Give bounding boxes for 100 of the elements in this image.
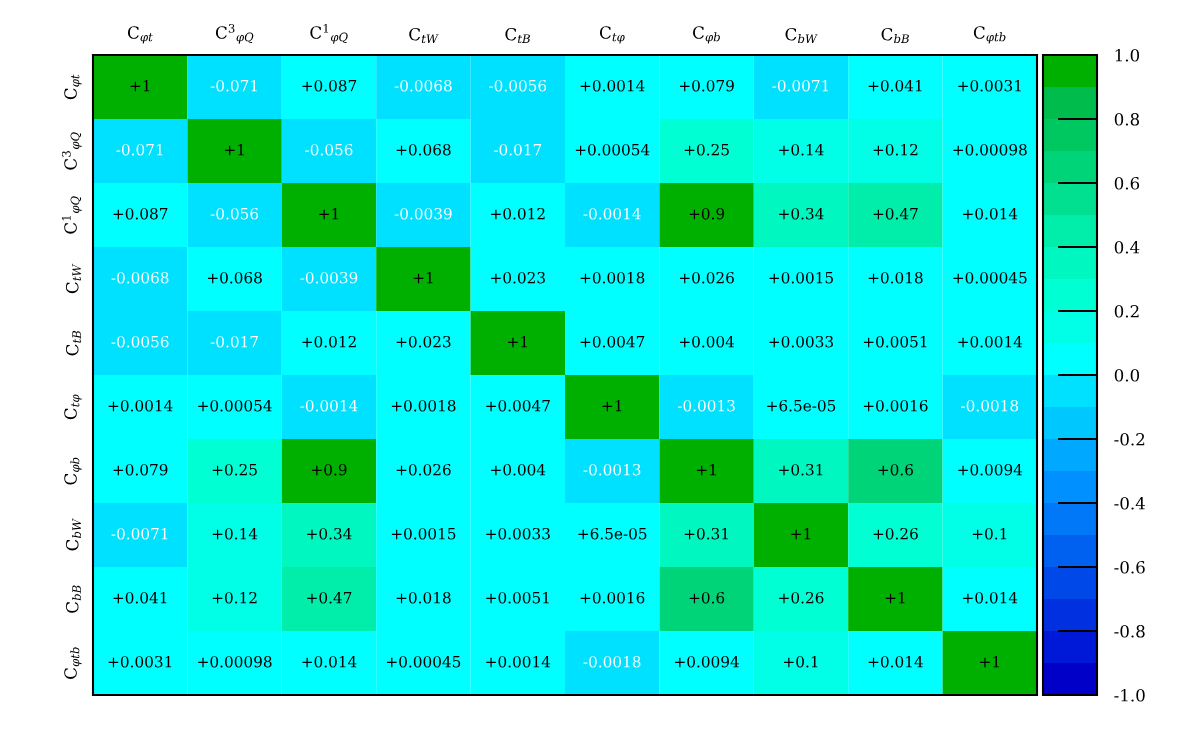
data-label: +0.0014 bbox=[958, 335, 1023, 348]
data-label: +1 bbox=[791, 527, 811, 540]
data-label: +0.0016 bbox=[580, 591, 645, 604]
data-label: +0.31 bbox=[684, 527, 728, 540]
y-tick-label: C$_{bW}$ bbox=[65, 518, 82, 551]
data-label: +0.0033 bbox=[486, 527, 550, 540]
data-label: +0.6 bbox=[689, 591, 725, 604]
color-bar-label: 0.2 bbox=[1114, 304, 1139, 318]
y-tick-label: C$_{bB}$ bbox=[65, 585, 82, 613]
data-label: +0.1 bbox=[972, 527, 1007, 540]
x-tick-label: C$^{1}$$_{φQ}$ bbox=[310, 23, 348, 44]
x-tick-label: C$_{bB}$ bbox=[881, 27, 909, 44]
data-label: +0.0016 bbox=[863, 399, 928, 412]
data-label: +1 bbox=[319, 207, 339, 220]
data-label: +1 bbox=[413, 271, 433, 284]
data-label: -0.071 bbox=[116, 143, 163, 156]
y-tick-label: C$_{φt}$ bbox=[64, 74, 82, 100]
data-label: +0.0015 bbox=[391, 527, 456, 540]
data-label: -0.0056 bbox=[111, 335, 169, 348]
data-label: +0.31 bbox=[779, 463, 823, 476]
data-label: +0.068 bbox=[396, 143, 451, 156]
data-label: -0.0071 bbox=[772, 79, 829, 92]
x-tick-label: C$^{3}$$_{φQ}$ bbox=[215, 23, 254, 44]
data-label: +0.0018 bbox=[391, 399, 456, 412]
data-label: +0.023 bbox=[491, 271, 545, 284]
data-label: -0.056 bbox=[210, 207, 259, 220]
data-label: +6.5e-05 bbox=[767, 399, 836, 412]
data-label: +0.087 bbox=[113, 207, 168, 220]
data-label: +0.0047 bbox=[580, 335, 645, 348]
data-label: +0.26 bbox=[779, 591, 824, 604]
data-label: +0.023 bbox=[396, 335, 451, 348]
data-label: +0.0014 bbox=[580, 79, 645, 92]
data-label: +0.34 bbox=[307, 527, 352, 540]
data-label: +0.004 bbox=[491, 463, 546, 476]
data-label: -0.0018 bbox=[583, 655, 641, 668]
data-label: +0.014 bbox=[963, 207, 1018, 220]
data-label: -0.0071 bbox=[111, 527, 168, 540]
data-label: +0.00045 bbox=[953, 271, 1027, 284]
data-label: -0.056 bbox=[305, 143, 353, 156]
data-label: -0.0068 bbox=[394, 79, 452, 92]
data-label: +0.14 bbox=[212, 527, 258, 540]
data-label: +0.068 bbox=[207, 271, 262, 284]
data-label: +0.026 bbox=[679, 271, 734, 284]
data-label: +0.1 bbox=[784, 655, 818, 668]
x-tick-label: C$_{φb}$ bbox=[693, 26, 720, 44]
color-bar-label: 1.0 bbox=[1115, 48, 1140, 62]
color-bar-label: 0.6 bbox=[1114, 176, 1140, 190]
x-tick-label: C$_{tW}$ bbox=[409, 27, 439, 44]
color-bar-label: -0.8 bbox=[1114, 624, 1145, 638]
data-label: -0.017 bbox=[494, 143, 542, 156]
data-label: -0.017 bbox=[210, 335, 258, 348]
y-tick-label: C$^{1}$$_{φQ}$ bbox=[61, 196, 82, 234]
color-bar-label: 0.8 bbox=[1114, 112, 1140, 126]
color-bar-label: -0.4 bbox=[1114, 496, 1145, 510]
data-label: +0.012 bbox=[302, 335, 356, 348]
data-label: +0.041 bbox=[868, 79, 922, 92]
data-label: -0.071 bbox=[210, 79, 257, 92]
y-tick-label: C$_{tφ}$ bbox=[64, 394, 82, 420]
x-tick-label: C$_{φtb}$ bbox=[973, 26, 1006, 44]
color-bar-label: 0.4 bbox=[1114, 240, 1140, 254]
x-tick-label: C$_{tB}$ bbox=[505, 27, 530, 44]
data-label: -0.0018 bbox=[961, 399, 1019, 412]
data-label: +0.0051 bbox=[863, 335, 927, 348]
data-label: +0.0018 bbox=[580, 271, 645, 284]
data-label: +0.041 bbox=[113, 591, 167, 604]
data-label: +0.47 bbox=[873, 207, 918, 220]
data-label: -0.0014 bbox=[300, 399, 358, 412]
data-label: -0.0013 bbox=[677, 399, 735, 412]
data-label: -0.0039 bbox=[394, 207, 452, 220]
data-label: +0.0094 bbox=[675, 655, 739, 668]
data-label: +0.018 bbox=[396, 591, 451, 604]
data-label: +0.6 bbox=[878, 463, 913, 476]
data-label: +0.00098 bbox=[953, 143, 1027, 156]
data-label: +0.026 bbox=[396, 463, 451, 476]
data-label: +0.0033 bbox=[769, 335, 833, 348]
data-label: +0.12 bbox=[873, 143, 918, 156]
data-label: +0.47 bbox=[307, 591, 352, 604]
data-label: +0.0015 bbox=[769, 271, 833, 284]
data-label: -0.0039 bbox=[300, 271, 358, 284]
y-tick-label: C$_{tB}$ bbox=[65, 330, 82, 356]
data-label: +0.0047 bbox=[486, 399, 550, 412]
data-label: +0.00098 bbox=[198, 655, 272, 668]
data-label: +0.079 bbox=[113, 463, 168, 476]
data-label: +0.012 bbox=[491, 207, 545, 220]
data-label: +0.14 bbox=[779, 143, 824, 156]
x-tick-label: C$_{φt}$ bbox=[127, 26, 153, 44]
data-label: +0.26 bbox=[873, 527, 918, 540]
data-label: +0.12 bbox=[212, 591, 257, 604]
y-tick-label: C$_{φtb}$ bbox=[64, 647, 82, 679]
data-label: +1 bbox=[696, 463, 716, 476]
data-label: +0.9 bbox=[312, 463, 347, 476]
color-bar-label: -0.2 bbox=[1114, 432, 1145, 446]
data-label: +0.087 bbox=[302, 79, 357, 92]
data-label: +6.5e-05 bbox=[578, 527, 647, 540]
data-label: +0.0031 bbox=[108, 655, 172, 668]
data-label: -0.0056 bbox=[489, 79, 547, 92]
x-tick-label: C$_{tφ}$ bbox=[599, 26, 625, 44]
data-label: +0.25 bbox=[684, 143, 729, 156]
y-tick-label: C$_{tW}$ bbox=[65, 263, 82, 294]
data-label: -0.0014 bbox=[583, 207, 641, 220]
